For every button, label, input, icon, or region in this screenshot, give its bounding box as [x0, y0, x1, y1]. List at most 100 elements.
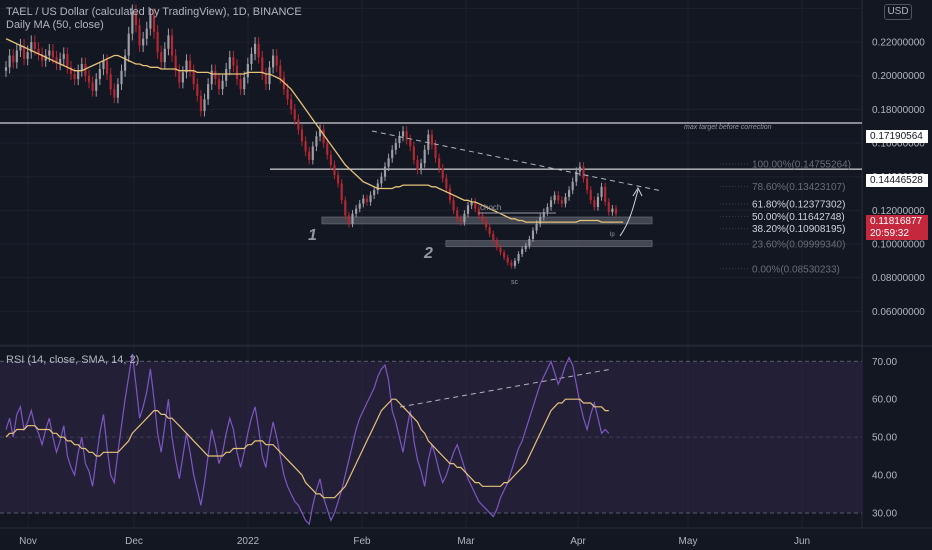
candle-body	[120, 70, 123, 85]
candle-body	[575, 171, 578, 182]
candle-body	[477, 208, 480, 216]
candle-body	[189, 60, 192, 71]
candle-body	[383, 166, 387, 177]
fib-label: 23.60%(0.09999340)	[752, 240, 845, 251]
candle-body	[192, 70, 195, 85]
candle-body	[167, 35, 170, 49]
candle-body	[156, 31, 159, 53]
annotations: max target before correction choch sc lp	[371, 124, 772, 408]
price-tick-label[interactable]: 0.10000000	[872, 240, 925, 251]
currency-button[interactable]: USD	[884, 4, 912, 20]
candle-body	[138, 25, 141, 46]
price-tick-label[interactable]: 0.16000000	[872, 139, 925, 150]
candle-body	[387, 158, 390, 167]
candle-body	[300, 129, 304, 142]
price-tick-label[interactable]: 0.12000000	[872, 206, 925, 217]
candle-body	[466, 205, 470, 214]
candle-body	[163, 48, 166, 63]
price-tick-label[interactable]: 0.22000000	[872, 38, 925, 49]
candle-body	[351, 213, 354, 224]
candle-body	[329, 154, 332, 165]
candle-body	[441, 168, 444, 179]
candle-body	[326, 143, 329, 155]
candle-body	[445, 178, 448, 189]
candle-body	[207, 84, 210, 100]
candle-body	[474, 201, 477, 209]
candle-body	[358, 203, 361, 209]
candle-body	[539, 217, 542, 224]
candle-body	[571, 181, 574, 191]
price-axis[interactable]: 0.22000000 0.20000000 0.18000000 0.16000000…	[872, 38, 925, 520]
time-tick-label[interactable]: 2022	[237, 536, 260, 547]
candle-body	[95, 79, 98, 91]
zone-label: 1	[308, 227, 317, 244]
fib-label: 38.20%(0.10908195)	[752, 224, 845, 235]
time-tick-label[interactable]: Feb	[353, 536, 371, 547]
choch-annotation: choch	[480, 203, 501, 212]
candle-body	[430, 134, 433, 145]
candle-body	[535, 223, 538, 231]
candle-body	[409, 139, 412, 147]
rsi-sma-line	[5, 398, 609, 499]
candle-body	[105, 60, 109, 75]
candle-body	[557, 195, 560, 201]
candle-body	[62, 53, 65, 59]
candle-body	[405, 131, 408, 140]
trend-line	[371, 130, 663, 192]
candle-body	[293, 109, 296, 120]
candle-body	[528, 238, 531, 246]
current-price-label: 0.11816877	[866, 215, 928, 228]
time-tick-label[interactable]: May	[679, 536, 698, 547]
candle-body	[549, 200, 553, 207]
time-tick-label[interactable]: Apr	[570, 536, 586, 547]
candle-body	[22, 45, 26, 59]
candle-body	[15, 50, 18, 63]
candle-body	[26, 52, 29, 59]
rsi-tick-label[interactable]: 40.00	[872, 470, 897, 481]
candle-body	[279, 65, 282, 78]
price-tick-label[interactable]: 0.20000000	[872, 71, 925, 82]
candle-body	[347, 215, 350, 224]
candle-body	[376, 183, 379, 191]
time-tick-label[interactable]: Jun	[794, 536, 810, 547]
candle-body	[91, 82, 94, 91]
time-axis[interactable]: Nov Dec 2022 Feb Mar Apr May Jun	[19, 536, 810, 547]
candle-body	[542, 212, 545, 218]
time-tick-label[interactable]: Nov	[19, 536, 37, 547]
fibonacci-levels: 100.00%(0.14755264) 78.60%(0.13423107) 61.…	[720, 159, 851, 275]
time-tick-label[interactable]: Dec	[125, 536, 143, 547]
candle-body	[567, 190, 571, 197]
candle-body	[228, 57, 231, 69]
candle-body	[185, 60, 188, 73]
rsi-tick-label[interactable]: 50.00	[872, 433, 897, 444]
candle-body	[232, 57, 235, 66]
candle-body	[275, 55, 278, 66]
price-tick-label[interactable]: 0.06000000	[872, 307, 925, 318]
price-tick-label[interactable]: 0.08000000	[872, 273, 925, 284]
candle-body	[19, 45, 22, 51]
candle-body	[210, 70, 213, 85]
projection-arrow	[619, 189, 639, 237]
countdown-label: 20:59:32	[866, 227, 928, 240]
rsi-tick-label[interactable]: 30.00	[872, 508, 897, 519]
candle-body	[290, 99, 293, 110]
candle-body	[322, 129, 325, 144]
fib-label: 78.60%(0.13423107)	[752, 182, 845, 193]
candle-body	[178, 70, 181, 83]
candle-body	[37, 48, 40, 54]
price-tick-label[interactable]: 0.18000000	[872, 105, 925, 116]
candle-body	[481, 215, 484, 221]
candle-body	[217, 79, 221, 90]
candle-body	[30, 42, 33, 53]
candle-body	[452, 200, 455, 211]
time-tick-label[interactable]: Mar	[457, 536, 475, 547]
fib-label: 61.80%(0.12377302)	[752, 200, 845, 211]
candle-body	[257, 43, 260, 58]
candle-body	[250, 53, 253, 64]
rsi-tick-label[interactable]: 70.00	[872, 357, 897, 368]
candle-body	[318, 129, 322, 137]
candle-body	[51, 50, 55, 58]
candle-body	[488, 227, 491, 234]
rsi-tick-label[interactable]: 60.00	[872, 395, 897, 406]
